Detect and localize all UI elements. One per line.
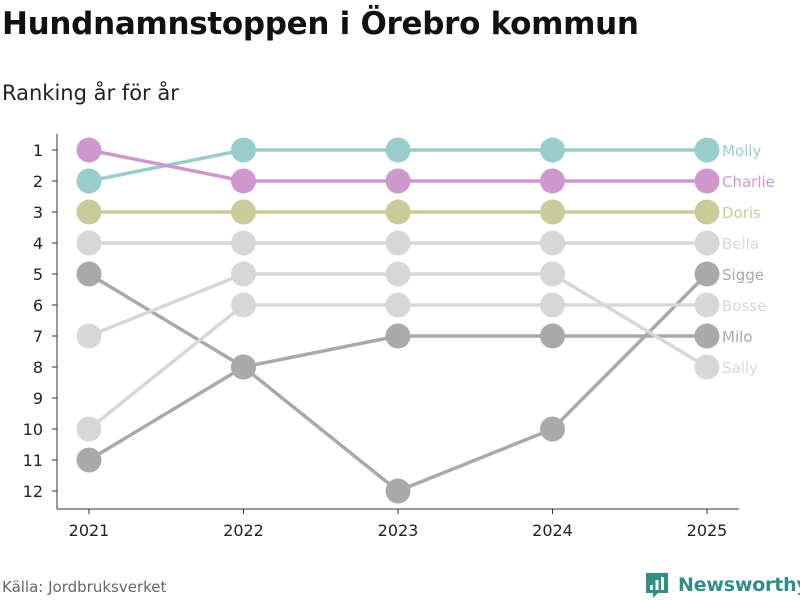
y-tick-label: 6 (33, 296, 43, 315)
point-bosse-2025 (694, 292, 720, 318)
y-tick-label: 10 (23, 420, 43, 439)
x-tick-label: 2021 (69, 521, 110, 540)
point-sigge-2021 (76, 261, 102, 287)
point-bosse-2022 (231, 292, 256, 318)
point-bella-2022 (231, 230, 256, 256)
brand-logo: Newsworthy (644, 570, 800, 600)
series-label-bosse: Bosse (722, 297, 766, 315)
point-sigge-2025 (694, 261, 720, 287)
point-molly-2023 (385, 137, 411, 163)
y-tick-label: 12 (23, 482, 43, 501)
y-tick-label: 9 (33, 389, 43, 408)
point-milo-2024 (540, 323, 565, 349)
series-label-sigge: Sigge (722, 266, 764, 284)
point-doris-2024 (540, 199, 565, 225)
point-molly-2021 (76, 168, 102, 194)
point-milo-2022 (231, 354, 256, 380)
y-tick-label: 5 (33, 265, 43, 284)
x-tick-label: 2024 (532, 521, 573, 540)
series-label-bella: Bella (722, 235, 759, 253)
y-tick-label: 11 (23, 451, 43, 470)
point-sally-2023 (385, 261, 411, 287)
source-note: Källa: Jordbruksverket (2, 578, 167, 596)
y-tick-label: 3 (33, 203, 43, 222)
point-doris-2025 (694, 199, 720, 225)
y-tick-label: 4 (33, 234, 43, 253)
point-bella-2021 (76, 230, 102, 256)
point-bella-2023 (385, 230, 411, 256)
point-bosse-2023 (385, 292, 411, 318)
point-charlie-2022 (231, 168, 256, 194)
series-label-molly: Molly (722, 142, 761, 160)
chart-subtitle: Ranking år för år (2, 81, 179, 105)
y-tick-label: 8 (33, 358, 43, 377)
point-bosse-2021 (76, 416, 102, 442)
newsworthy-logo-icon (646, 573, 668, 598)
point-molly-2022 (231, 137, 256, 163)
point-charlie-2025 (694, 168, 720, 194)
x-tick-label: 2025 (687, 521, 728, 540)
point-bella-2025 (694, 230, 720, 256)
series-label-doris: Doris (722, 204, 761, 222)
y-tick-label: 7 (33, 327, 43, 346)
point-molly-2025 (694, 137, 720, 163)
point-doris-2022 (231, 199, 256, 225)
point-molly-2024 (540, 137, 565, 163)
point-doris-2023 (385, 199, 411, 225)
series-label-milo: Milo (722, 328, 752, 346)
brand-name: Newsworthy (678, 574, 800, 596)
point-sally-2022 (231, 261, 256, 287)
point-milo-2023 (385, 323, 411, 349)
point-sally-2021 (76, 323, 102, 349)
point-bosse-2024 (540, 292, 565, 318)
point-sally-2024 (540, 261, 565, 287)
point-doris-2021 (76, 199, 102, 225)
point-milo-2025 (694, 323, 720, 349)
x-tick-label: 2023 (378, 521, 419, 540)
series-points (76, 137, 720, 504)
x-tick-label: 2022 (223, 521, 264, 540)
point-milo-2021 (76, 447, 102, 473)
chart-title: Hundnamnstoppen i Örebro kommun (2, 6, 639, 42)
series-label-charlie: Charlie (722, 173, 775, 191)
point-sigge-2024 (540, 416, 565, 442)
point-charlie-2021 (76, 137, 102, 163)
series-label-sally: Sally (722, 359, 758, 377)
point-charlie-2023 (385, 168, 411, 194)
series-labels: Bella Sigge Bosse Milo Sally Molly Charlie Dori… (722, 142, 775, 377)
y-tick-label: 2 (33, 172, 43, 191)
point-charlie-2024 (540, 168, 565, 194)
point-sally-2025 (694, 354, 720, 380)
point-sigge-2023 (385, 478, 411, 504)
y-tick-label: 1 (33, 141, 43, 160)
point-bella-2024 (540, 230, 565, 256)
